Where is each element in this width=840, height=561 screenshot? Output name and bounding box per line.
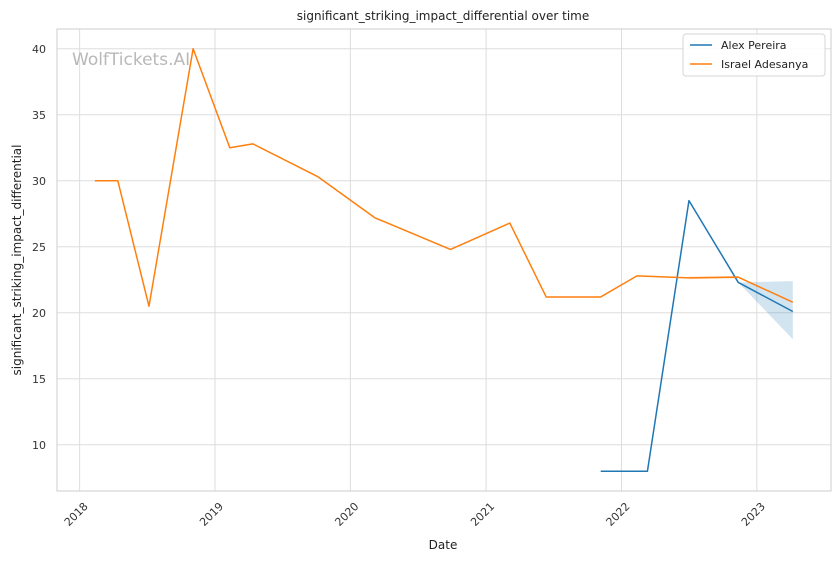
- legend-entry-label: Alex Pereira: [721, 39, 787, 52]
- series-lines: [94, 48, 794, 472]
- x-axis-label: Date: [429, 538, 458, 552]
- series-line-1: [94, 48, 794, 307]
- y-tick-label: 30: [32, 175, 46, 188]
- legend-entry-label: Israel Adesanya: [721, 58, 808, 71]
- series-line-0: [600, 199, 794, 472]
- legend-box: [682, 33, 826, 77]
- y-tick-label: 10: [32, 439, 46, 452]
- y-tick-label: 20: [32, 307, 46, 320]
- watermark-text: WolfTickets.AI: [72, 50, 190, 70]
- y-tick-label: 25: [32, 241, 46, 254]
- legend: Alex Pereira Israel Adesanya: [682, 33, 826, 77]
- plot-frame: [56, 28, 832, 492]
- y-axis-label: significant_striking_impact_differential: [10, 145, 24, 376]
- y-tick-label: 35: [32, 109, 46, 122]
- chart-title: significant_striking_impact_differential…: [297, 9, 589, 23]
- y-tick-label: 15: [32, 373, 46, 386]
- y-tick-labels: 10 15 20 25 30 35 40: [32, 43, 46, 452]
- y-tick-label: 40: [32, 43, 46, 56]
